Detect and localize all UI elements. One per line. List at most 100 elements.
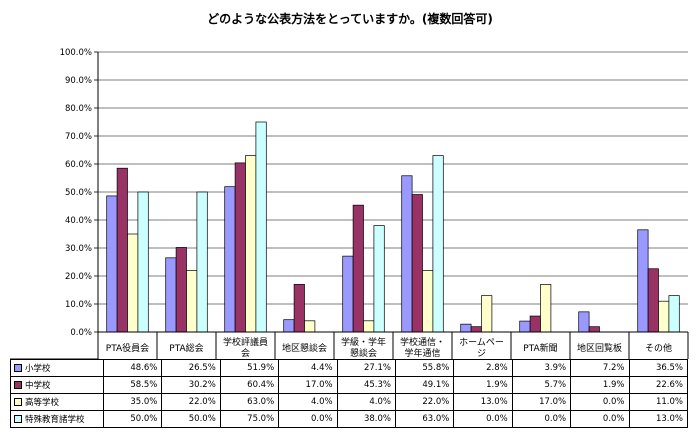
bar [116, 167, 128, 333]
table-cell-value: 11.0% [628, 393, 689, 411]
table-cell-value: 1.9% [453, 376, 513, 394]
legend-entry: 中学校 [10, 376, 104, 394]
legend-label: 特殊教育諸学校 [25, 415, 85, 425]
bar [588, 326, 600, 333]
legend-entry: 小学校 [10, 359, 104, 377]
table-cell-value: 27.1% [336, 359, 396, 377]
bar [165, 257, 177, 333]
x-category-label: 地区回覧板 [577, 342, 622, 354]
bar [647, 268, 659, 333]
table-cell-value: 5.7% [511, 376, 572, 394]
table-cell-value: 17.0% [511, 393, 572, 411]
table-cell-value: 4.0% [278, 393, 338, 411]
table-cell-value: 30.2% [161, 376, 221, 394]
legend-label: 高等学校 [25, 398, 60, 408]
table-cell-value: 22.0% [394, 393, 455, 411]
table-cell-value: 35.0% [102, 393, 163, 411]
y-tick-label: 50.0% [65, 188, 92, 198]
legend-entry: 特殊教育諸学校 [10, 410, 104, 428]
y-tick-label: 80.0% [65, 104, 92, 114]
legend-swatch [14, 415, 22, 423]
table-cell-value: 45.3% [336, 376, 396, 394]
bar [255, 121, 267, 333]
y-tick-label: 100.0% [60, 48, 92, 58]
table-cell-value: 36.5% [628, 359, 689, 377]
table-cell-value: 51.9% [219, 359, 280, 377]
bar [106, 195, 118, 333]
x-category-label: PTA役員会 [106, 342, 149, 354]
bar [658, 300, 670, 333]
table-row: 小学校 48.6% 26.5% 51.9% 4.4% 27.1% 55.8% 2.8% 3.9%… [10, 359, 689, 377]
bar [283, 319, 295, 333]
x-category-label: 学年通信 [404, 347, 440, 359]
table-cell-value: 13.0% [453, 393, 513, 411]
x-category-label: PTA新聞 [523, 342, 557, 354]
table-cell-value: 17.0% [278, 376, 338, 394]
bar [224, 186, 236, 333]
table-cell-value: 26.5% [161, 359, 221, 377]
table-row: 中学校 58.5% 30.2% 60.4% 17.0% 45.3% 49.1% 1.9% 5.7… [10, 376, 689, 394]
bar [352, 204, 364, 333]
chart-title: どのような公表方法をとっていますか。(複数回答可) [207, 12, 493, 26]
table-cell-value: 63.0% [219, 393, 280, 411]
table-cell-value: 0.0% [278, 410, 338, 428]
y-tick-label: 10.0% [65, 300, 92, 310]
bar [470, 326, 482, 333]
bar [342, 255, 354, 333]
table-cell-value: 4.4% [278, 359, 338, 377]
table-row: 特殊教育諸学校 50.0% 50.0% 75.0% 0.0% 38.0% 63.0% 0.0%… [10, 410, 689, 428]
bar [186, 270, 198, 333]
table-cell-value: 38.0% [336, 410, 396, 428]
bar [637, 229, 649, 333]
bar [432, 155, 444, 333]
table-cell-value: 7.2% [570, 359, 630, 377]
table-cell-value: 63.0% [394, 410, 455, 428]
legend-swatch [14, 381, 22, 389]
x-category-label: 学級・学年 [341, 336, 386, 348]
table-cell-value: 49.1% [394, 376, 455, 394]
data-table: 小学校 48.6% 26.5% 51.9% 4.4% 27.1% 55.8% 2.8% 3.9%… [10, 359, 689, 428]
x-category-label: 学校通信・ [400, 336, 445, 348]
bar [304, 320, 316, 333]
table-cell-value: 60.4% [219, 376, 280, 394]
bar [196, 191, 208, 333]
y-tick-label: 0.0% [70, 328, 92, 338]
table-cell-value: 58.5% [102, 376, 163, 394]
bar [401, 175, 413, 333]
bar [245, 155, 257, 333]
x-category-label: ホームペー [459, 337, 504, 348]
table-cell-value: 75.0% [219, 410, 280, 428]
table-cell-value: 4.0% [336, 393, 396, 411]
bar [175, 247, 187, 333]
bar [127, 233, 139, 333]
y-tick-label: 60.0% [65, 160, 92, 170]
bar [529, 315, 541, 333]
legend-entry: 高等学校 [10, 393, 104, 411]
table-cell-value: 1.9% [570, 376, 630, 394]
legend-label: 中学校 [25, 381, 51, 391]
table-cell-value: 0.0% [570, 393, 630, 411]
bar [234, 162, 246, 333]
table-cell-value: 55.8% [394, 359, 455, 377]
y-tick-label: 30.0% [65, 244, 92, 254]
bar [373, 225, 385, 333]
table-cell-value: 22.6% [628, 376, 689, 394]
bar [137, 191, 149, 333]
x-category-label: 学校評議員 [223, 336, 268, 348]
legend-label: 小学校 [25, 364, 51, 374]
bar [540, 284, 552, 333]
x-category-label: 懇談会 [350, 347, 377, 359]
table-cell-value: 22.0% [161, 393, 221, 411]
bar [519, 320, 531, 333]
bar [363, 320, 375, 333]
table-cell-value: 50.0% [161, 410, 221, 428]
bar [481, 295, 493, 333]
table-cell-value: 0.0% [511, 410, 572, 428]
bar [668, 295, 680, 333]
table-cell-value: 48.6% [102, 359, 163, 377]
x-category-label: その他 [645, 342, 672, 354]
table-cell-value: 2.8% [453, 359, 513, 377]
table-cell-value: 0.0% [453, 410, 513, 428]
bar [578, 311, 590, 333]
